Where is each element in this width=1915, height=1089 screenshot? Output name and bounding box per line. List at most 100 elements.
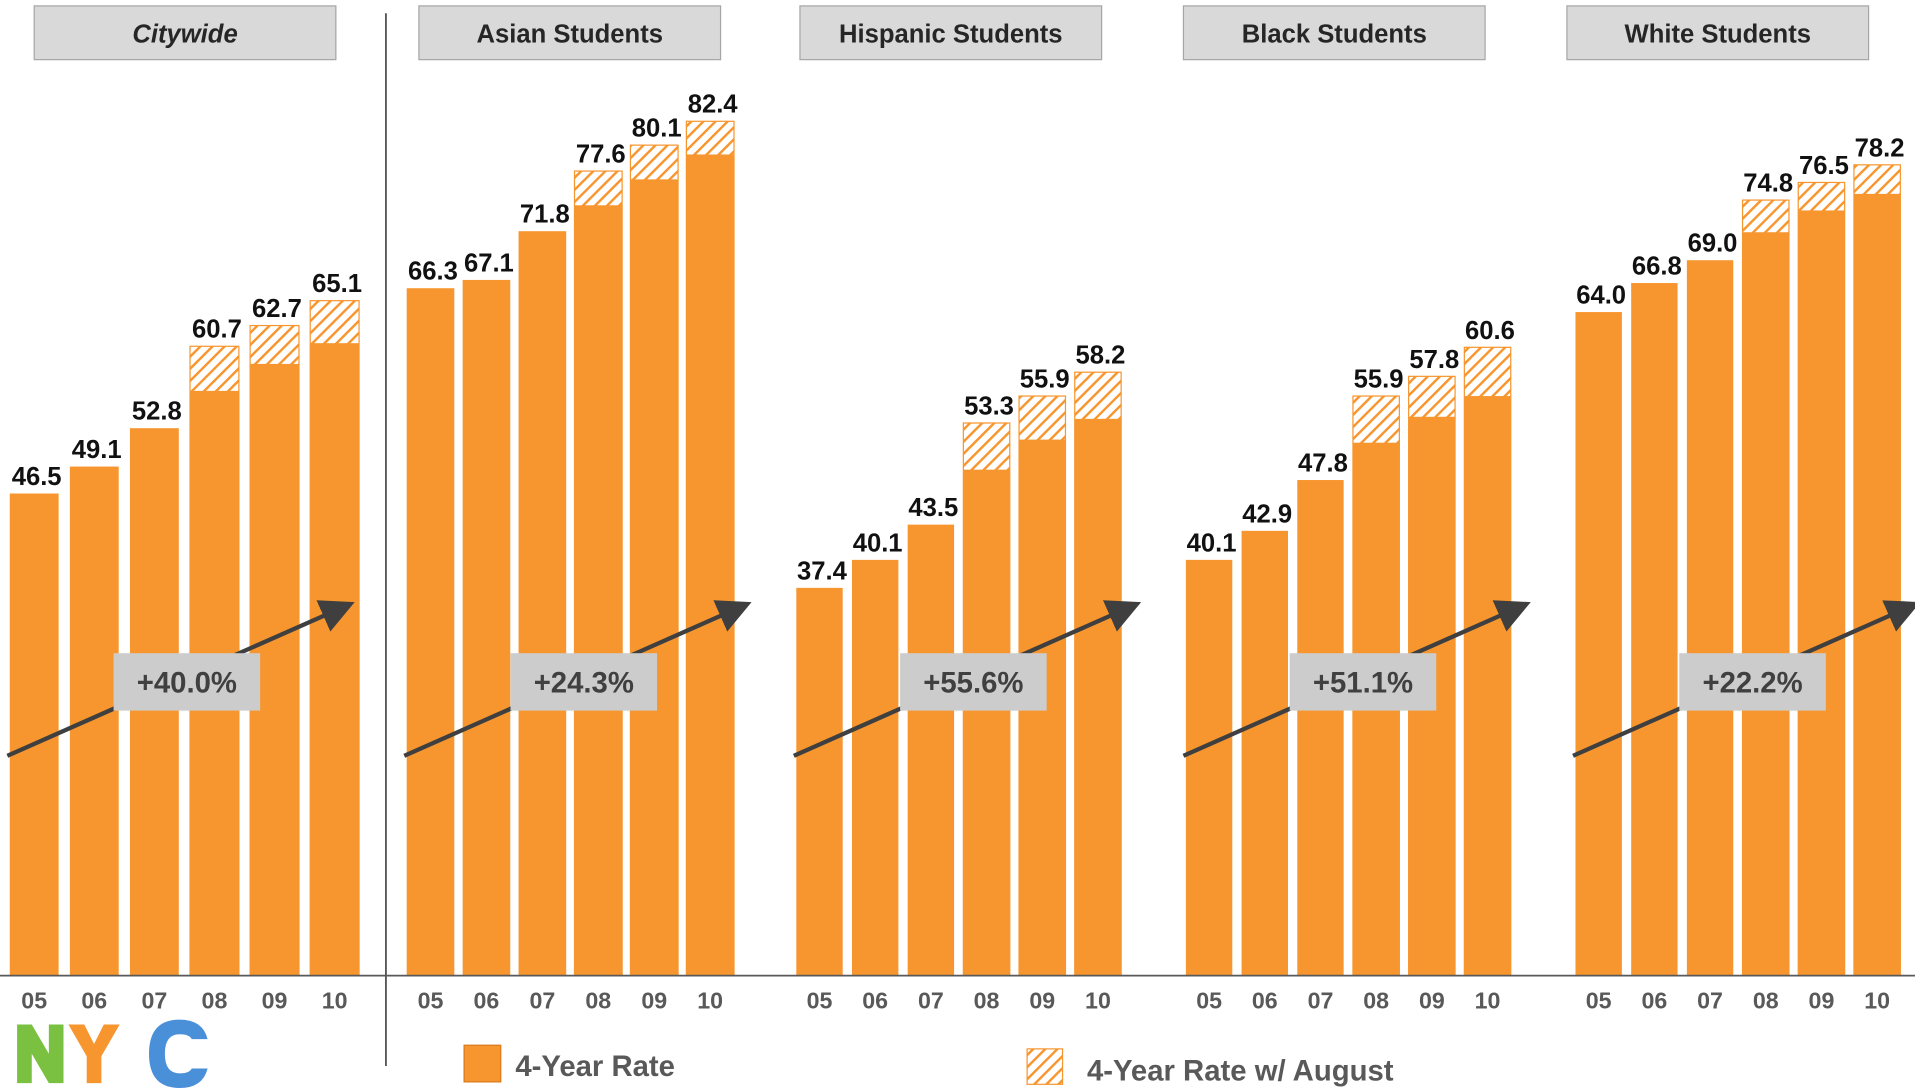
value-label: 77.6	[576, 141, 626, 169]
panel-title: Asian Students	[476, 21, 663, 49]
panel-title-box	[33, 5, 337, 61]
value-label: 60.7	[192, 316, 242, 344]
nyc-logo	[17, 1019, 208, 1088]
value-label: 78.2	[1855, 134, 1905, 162]
value-label: 62.7	[252, 295, 302, 323]
x-tick-label: 06	[1641, 988, 1667, 1014]
x-tick-label: 06	[81, 988, 107, 1014]
value-label: 69.0	[1688, 230, 1738, 258]
bar	[1241, 530, 1288, 976]
annotation-box	[1289, 653, 1437, 711]
x-tick-label: 06	[474, 988, 500, 1014]
bar	[574, 205, 623, 976]
panel-title-box	[799, 5, 1103, 61]
x-tick-label: 05	[807, 988, 833, 1014]
legend-label: 4-Year Rate	[515, 1050, 675, 1083]
annotation-box	[113, 653, 261, 711]
bar	[1798, 210, 1845, 976]
value-label: 71.8	[520, 201, 570, 229]
panel-title: Hispanic Students	[839, 21, 1063, 49]
value-label: 65.1	[312, 270, 362, 298]
x-tick-label: 10	[1475, 988, 1501, 1014]
x-tick-label: 05	[21, 988, 47, 1014]
annotation: +51.1%	[1313, 666, 1413, 699]
value-label: 55.9	[1020, 365, 1070, 393]
x-tick-label: 07	[1308, 988, 1334, 1014]
value-label: 49.1	[72, 436, 122, 464]
panel-title: Black Students	[1242, 21, 1427, 49]
x-tick-label: 10	[1864, 988, 1890, 1014]
x-tick-label: 08	[202, 988, 228, 1014]
x-tick-label: 10	[1085, 988, 1111, 1014]
legend-label: 4-Year Rate w/ August	[1087, 1055, 1394, 1088]
x-tick-label: 10	[322, 988, 348, 1014]
panel-title-box	[1182, 5, 1486, 61]
x-tick-label: 06	[1252, 988, 1278, 1014]
bar	[1297, 480, 1344, 976]
x-tick-label: 07	[1697, 988, 1723, 1014]
value-label: 37.4	[797, 557, 848, 585]
annotation: +40.0%	[137, 666, 237, 699]
bar	[1074, 418, 1122, 976]
value-label: 53.3	[964, 392, 1014, 420]
value-label: 40.1	[853, 529, 903, 557]
bar	[1631, 283, 1678, 976]
value-label: 76.5	[1799, 152, 1849, 180]
value-label: 60.6	[1465, 317, 1515, 345]
value-label: 46.5	[12, 463, 62, 491]
x-tick-label: 07	[918, 988, 944, 1014]
value-label: 66.8	[1632, 252, 1682, 280]
bar	[462, 279, 511, 976]
panel: Black Students 05 40.1 06 42.9 07 47.8 08 55.9 09…	[1182, 5, 1531, 1014]
bar	[1575, 312, 1622, 976]
x-tick-label: 10	[697, 988, 723, 1014]
x-tick-label: 08	[974, 988, 1000, 1014]
x-tick-label: 09	[1029, 988, 1055, 1014]
bar	[1464, 396, 1511, 976]
annotation: +22.2%	[1702, 666, 1802, 699]
value-label: 52.8	[132, 398, 182, 426]
panel-title: White Students	[1625, 21, 1811, 49]
panel-title-box	[1566, 5, 1870, 61]
x-tick-label: 09	[1419, 988, 1445, 1014]
annotation-box	[1679, 653, 1826, 711]
panel: White Students 05 64.0 06 66.8 07 69.0 08 74.8 09…	[1566, 5, 1915, 1014]
value-label: 67.1	[464, 249, 514, 277]
legend-swatch	[1026, 1048, 1064, 1085]
bar	[1686, 260, 1734, 976]
bar	[310, 343, 360, 976]
annotation: +24.3%	[534, 666, 634, 699]
annotation-box	[510, 653, 658, 711]
x-tick-label: 08	[1363, 988, 1389, 1014]
bar	[963, 469, 1010, 976]
x-tick-label: 09	[641, 988, 667, 1014]
panel: Asian Students 05 66.3 06 67.1 07 71.8 08 77.6 09…	[403, 5, 752, 1014]
bar	[686, 154, 735, 976]
annotation: +55.6%	[923, 666, 1023, 699]
value-label: 64.0	[1576, 282, 1626, 310]
bar	[796, 587, 843, 976]
panel: Citywide 05 46.5 06 49.1 07 52.8 08 60.7 09 62.7 10…	[6, 5, 362, 1014]
bar	[1853, 193, 1901, 976]
x-tick-label: 07	[141, 988, 167, 1014]
value-label: 82.4	[688, 91, 739, 119]
annotation-box	[900, 653, 1047, 711]
value-label: 42.9	[1242, 500, 1292, 528]
value-label: 43.5	[908, 494, 958, 522]
value-label: 40.1	[1187, 529, 1237, 557]
value-label: 57.8	[1409, 346, 1459, 374]
bar	[1185, 559, 1233, 976]
x-tick-label: 07	[529, 988, 555, 1014]
bar	[907, 524, 955, 976]
x-tick-label: 08	[1753, 988, 1779, 1014]
value-label: 58.2	[1075, 342, 1125, 370]
x-tick-label: 05	[418, 988, 444, 1014]
x-tick-label: 06	[862, 988, 888, 1014]
x-tick-label: 05	[1196, 988, 1222, 1014]
x-tick-label: 09	[1809, 988, 1835, 1014]
value-label: 74.8	[1743, 170, 1793, 198]
x-tick-label: 05	[1586, 988, 1612, 1014]
bar	[851, 559, 899, 976]
